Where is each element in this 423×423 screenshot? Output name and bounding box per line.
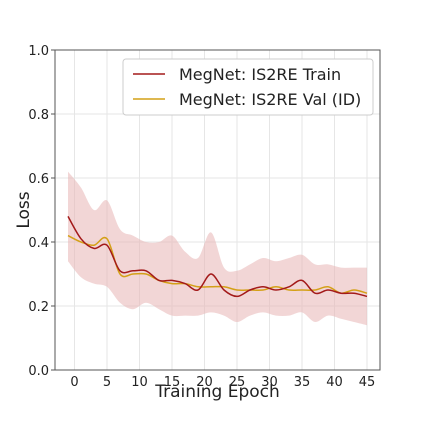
x-axis-title: Training Epoch — [154, 382, 280, 402]
y-tick-label: 0.2 — [28, 300, 49, 315]
x-tick-label: 40 — [326, 375, 343, 390]
x-tick-label: 0 — [70, 375, 78, 390]
y-axis-title: Loss — [14, 191, 34, 228]
y-tick-label: 0.4 — [28, 236, 49, 251]
y-tick-label: 0.0 — [28, 364, 49, 379]
plot-frame — [54, 49, 381, 371]
series-lines-layer — [67, 216, 368, 298]
x-tick-label: 30 — [261, 375, 278, 390]
y-tick-label: 1.0 — [28, 44, 49, 59]
y-tick-label: 0.8 — [28, 108, 49, 123]
x-tick-label: 45 — [359, 375, 376, 390]
legend-box — [122, 58, 374, 116]
y-tick-label: 0.6 — [28, 172, 49, 187]
x-tick-label: 10 — [131, 375, 148, 390]
series-line-0 — [67, 216, 368, 298]
x-tick-label: 15 — [164, 375, 181, 390]
legend-label: MegNet: IS2RE Train — [179, 65, 341, 84]
std-band-layer — [68, 171, 367, 326]
legend: MegNet: IS2RE Train MegNet: IS2RE Val (ID… — [122, 58, 374, 116]
x-tick-label: 5 — [103, 375, 111, 390]
x-axis-ticks: 0 5 10 15 20 25 30 35 40 45 — [70, 375, 375, 390]
series-line-1 — [67, 234, 368, 294]
x-tick-label: 35 — [294, 375, 311, 390]
x-tick-label: 20 — [196, 375, 213, 390]
std-band — [68, 171, 367, 326]
x-tick-label: 25 — [229, 375, 246, 390]
legend-label: MegNet: IS2RE Val (ID) — [179, 90, 361, 109]
y-axis-ticks: 0.0 0.2 0.4 0.6 0.8 1.0 — [28, 44, 55, 379]
